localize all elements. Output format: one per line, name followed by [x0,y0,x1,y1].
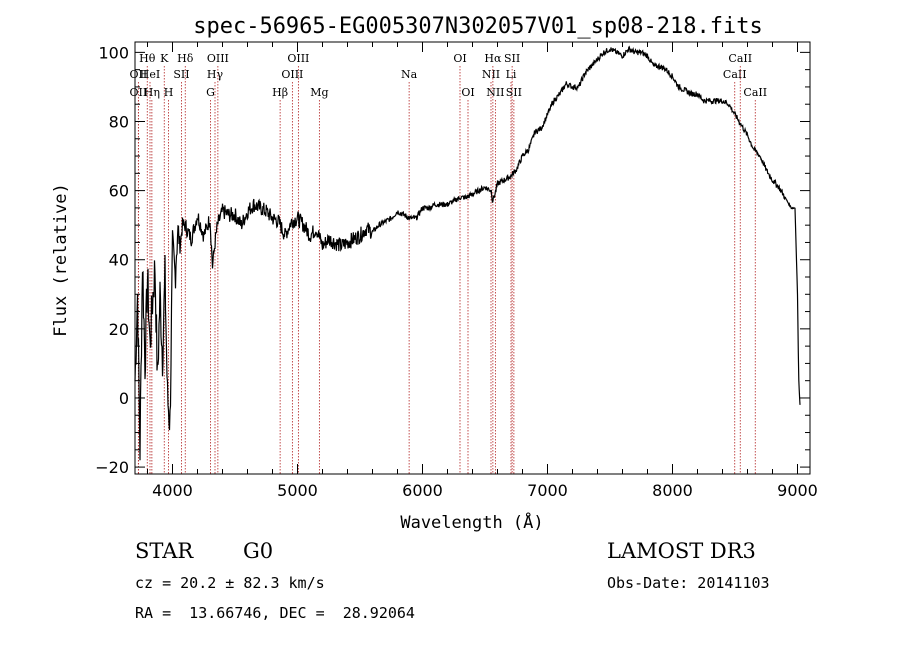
spectral-line-label: OII [130,86,148,99]
chart-title: spec-56965-EG005307N302057V01_sp08-218.f… [193,14,763,39]
x-tick-label: 4000 [152,481,193,500]
spectral-line-label: OIII [281,68,303,81]
spectrum-series-line [134,45,801,461]
spectral-line-label: CaII [728,52,752,65]
observation-date: Obs-Date: 20141103 [607,574,770,592]
spectral-line-label: SII [504,52,520,65]
x-tick-label: 7000 [527,481,568,500]
spectral-line-label: Hγ [207,68,224,81]
spectral-line-label: K [160,52,169,65]
y-axis-label: Flux (relative) [51,183,71,337]
x-tick-label: 9000 [777,481,818,500]
spectral-line-label: Hβ [272,86,288,99]
spectral-line-label: CaII [743,86,767,99]
spectral-line-label: OIII [207,52,229,65]
spectral-line-label: H [164,86,174,99]
survey-name: LAMOST DR3 [607,539,756,563]
spectral-line-label: CaII [723,68,747,81]
spectral-line-label: OI [453,52,466,65]
x-axis-label: Wavelength (Å) [400,511,543,533]
x-tick-label: 5000 [277,481,318,500]
y-tick-label: −20 [95,458,129,477]
spectral-line-label: OI [461,86,474,99]
spectral-line-label: NII [482,68,500,81]
y-tick-label: 80 [109,112,129,131]
spectral-line-label: G [206,86,215,99]
spectral-line-label: HeI [140,68,160,81]
y-axis-ticks: −20 0 20 40 60 80 100 [95,43,810,477]
spectral-line-label: SII [173,68,189,81]
x-axis-ticks: 4000 5000 6000 7000 8000 9000 [147,42,818,500]
spectral-line-label: Hδ [177,52,194,65]
spectral-line-label: NII [486,86,504,99]
spectral-line-label: Hθ [139,52,156,65]
object-class: STAR [135,539,194,563]
spectral-line-label: Mg [310,86,328,99]
coordinates: RA = 13.66746, DEC = 28.92064 [135,604,415,622]
redshift-velocity: cz = 20.2 ± 82.3 km/s [135,574,325,592]
y-tick-label: 60 [109,182,129,201]
spectral-line-label: SII [506,86,522,99]
y-tick-label: 40 [109,251,129,270]
x-tick-label: 6000 [402,481,443,500]
spectral-line-label: OII [130,68,148,81]
spectral-line-label: Li [506,68,517,81]
spectral-line-label: Hη [144,86,160,99]
x-tick-label: 8000 [652,481,693,500]
plot-frame [134,41,811,475]
spectral-line-label: Hα [484,52,502,65]
object-subclass: G0 [243,539,274,563]
spectral-line-label: Na [401,68,418,81]
y-tick-label: 100 [98,43,129,62]
y-tick-label: 20 [109,320,129,339]
y-tick-label: 0 [119,389,129,408]
spectral-line-label: OIII [287,52,309,65]
